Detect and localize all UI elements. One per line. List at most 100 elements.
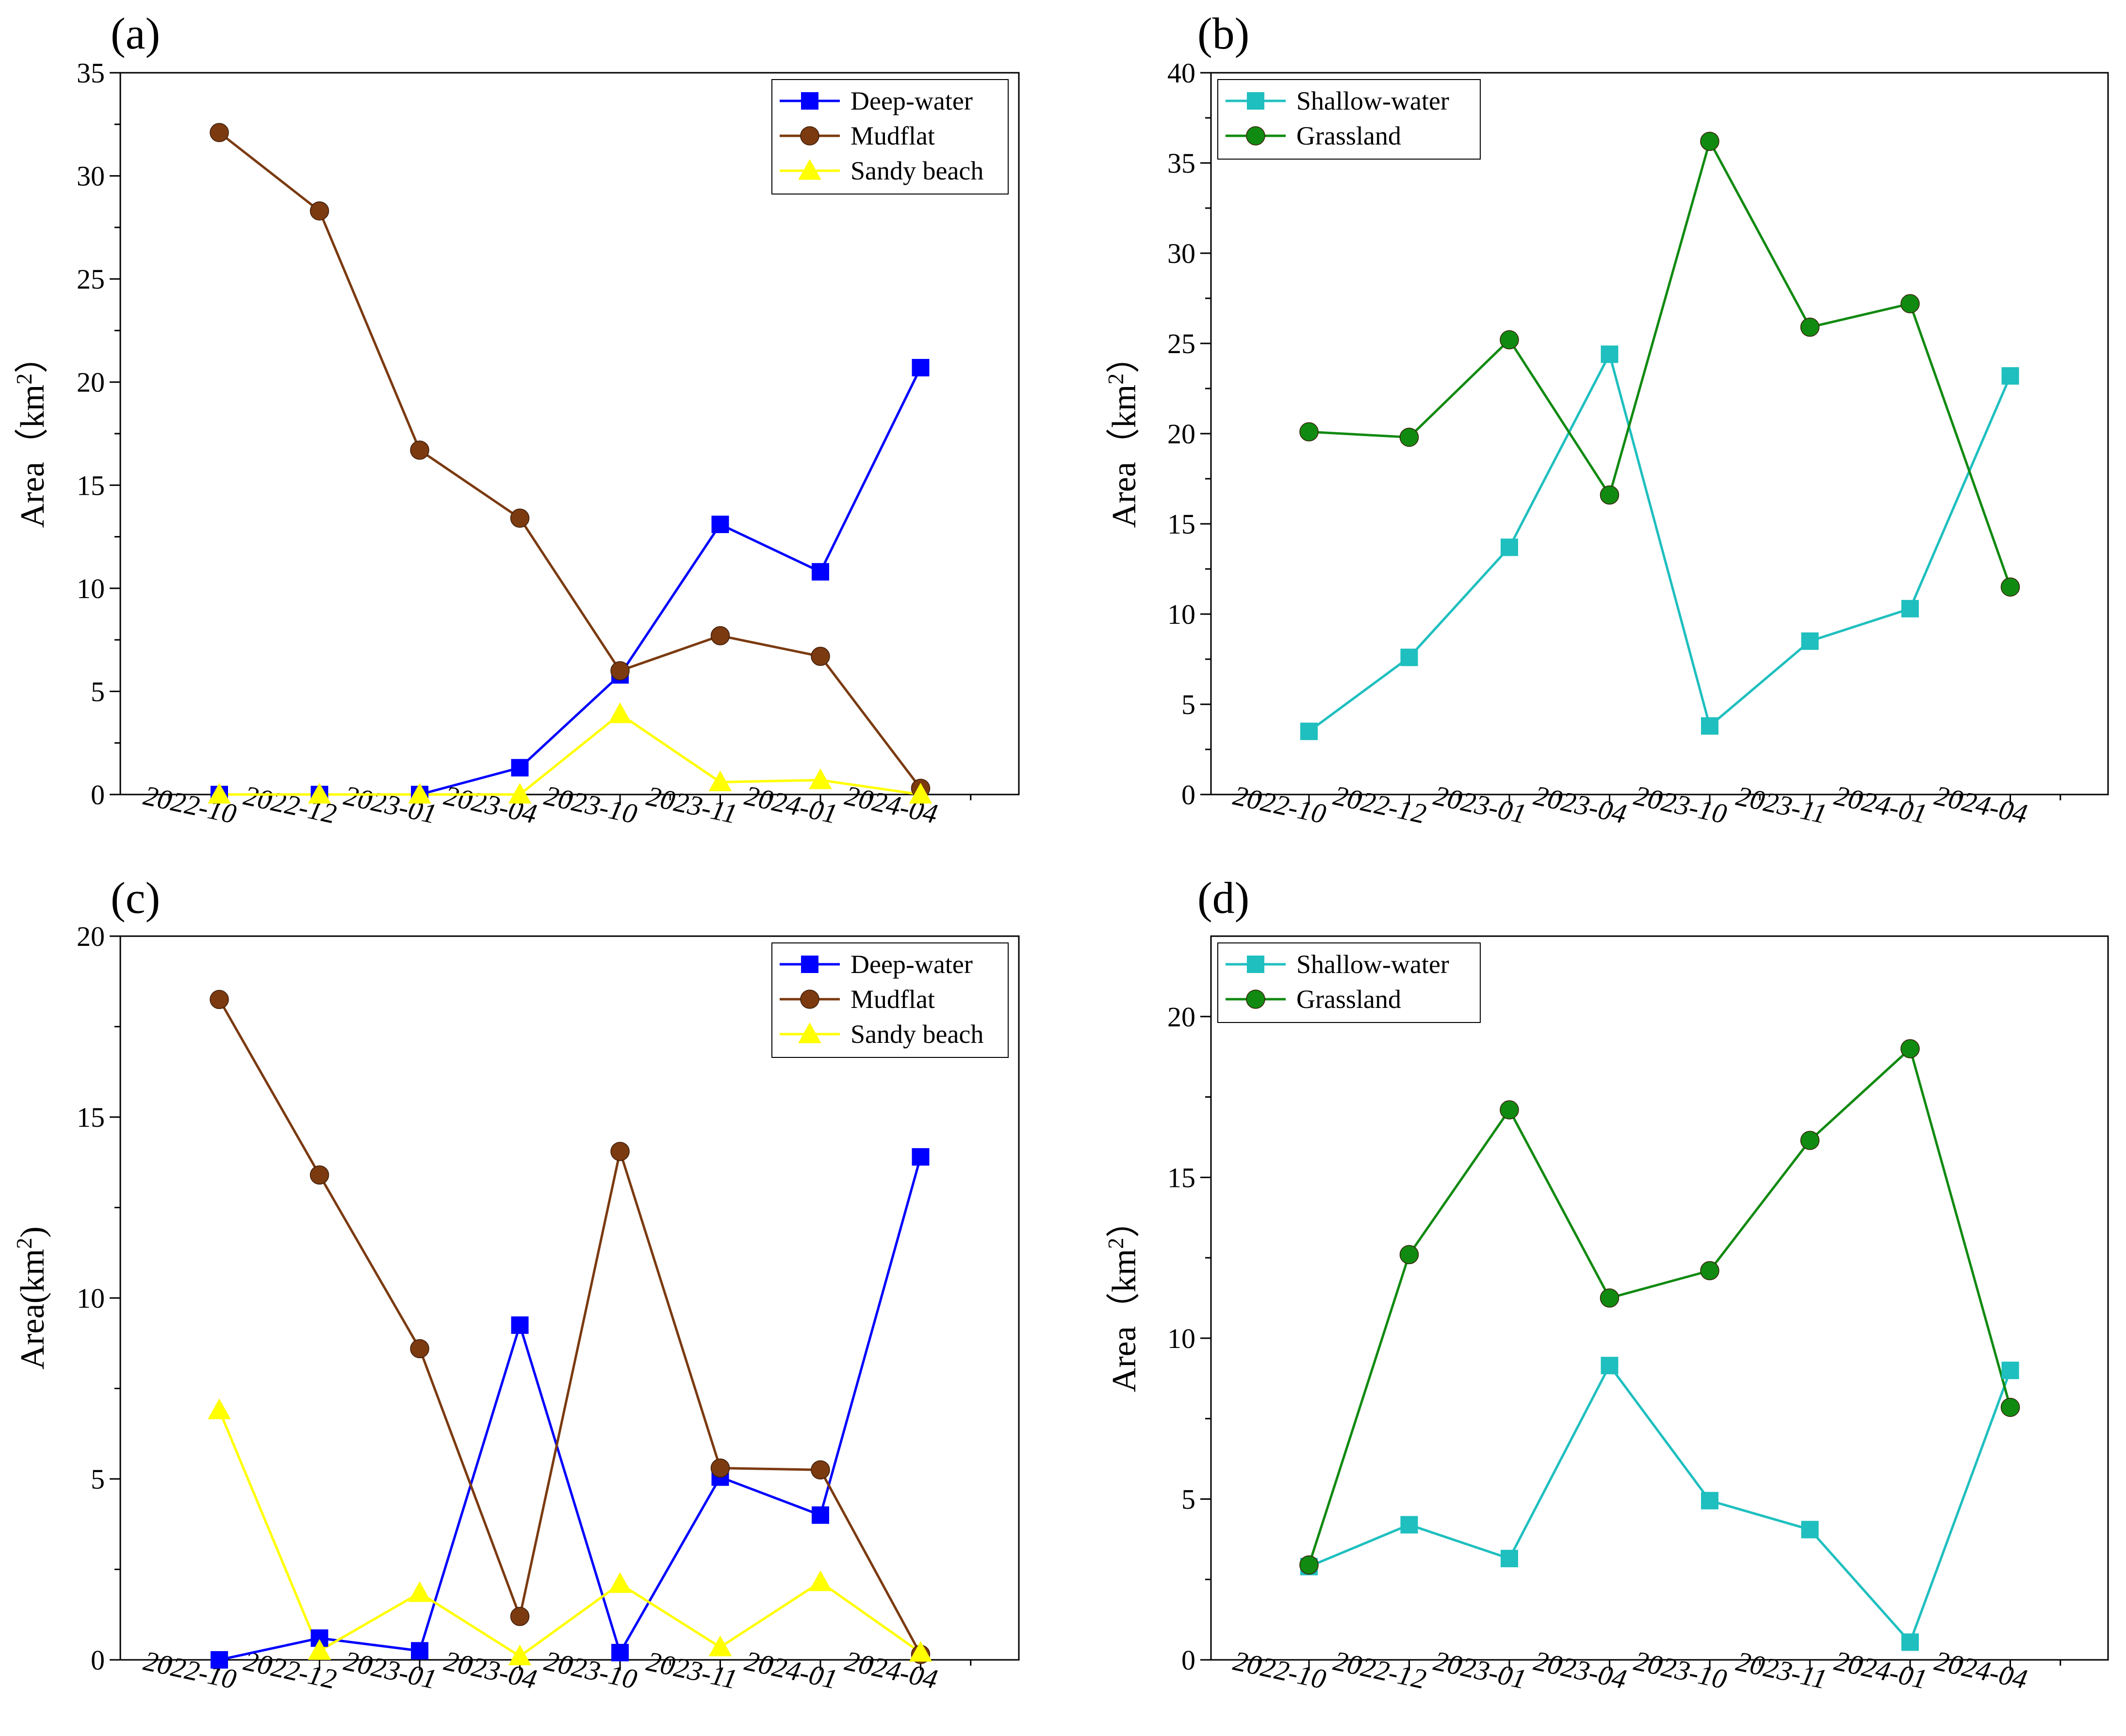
data-point-b-1-2 — [1500, 330, 1519, 350]
data-point-a-1-5 — [710, 626, 730, 646]
series-line-d-0 — [1308, 1364, 2012, 1644]
legend-label-a-0: Deep-water — [850, 86, 973, 115]
series-line-c-1 — [218, 999, 922, 1655]
ylabel-text-b: Area（km — [1106, 385, 1143, 528]
series-line-a-1 — [218, 131, 922, 789]
legend-label-d-0: Shallow-water — [1296, 950, 1449, 979]
ytick-label-b: 10 — [1167, 599, 1195, 630]
data-point-d-1-6 — [1900, 1039, 1920, 1058]
data-point-c-0-4 — [611, 1644, 629, 1662]
data-point-c-2-0 — [208, 1398, 231, 1419]
panel-label-d: (d) — [1197, 873, 1249, 923]
ylabel-sup-c: 2 — [12, 1238, 36, 1249]
ytick-label-a: 20 — [77, 367, 105, 398]
data-point-b-1-4 — [1700, 131, 1719, 151]
data-point-b-1-7 — [2000, 577, 2020, 597]
ylabel-close-a: ） — [14, 340, 51, 373]
legend-marker-c-2 — [798, 1022, 821, 1043]
data-point-b-1-1 — [1399, 427, 1419, 447]
data-point-d-1-5 — [1800, 1131, 1820, 1150]
legend-label-a-1: Mudflat — [850, 121, 935, 150]
data-point-d-1-7 — [2000, 1397, 2020, 1417]
ytick-label-a: 35 — [77, 57, 105, 89]
data-point-c-2-6 — [809, 1570, 832, 1591]
data-point-a-2-4 — [608, 702, 632, 723]
ytick-label-b: 0 — [1181, 779, 1195, 811]
ylabel-b: Area（km2） — [1103, 340, 1144, 528]
series-line-b-1 — [1308, 140, 2012, 588]
legend-label-b-0: Shallow-water — [1296, 86, 1449, 115]
data-point-a-0-5 — [711, 516, 729, 534]
ytick-label-a: 5 — [91, 676, 105, 707]
data-point-b-0-5 — [1801, 632, 1819, 650]
ytick-label-b: 5 — [1181, 689, 1195, 720]
data-point-a-2-1 — [308, 782, 331, 804]
ytick-label-c: 15 — [77, 1102, 105, 1133]
ytick-label-b: 40 — [1167, 57, 1195, 89]
data-point-b-0-6 — [1901, 600, 1919, 617]
ytick-label-a: 15 — [77, 470, 105, 501]
ytick-label-c: 10 — [77, 1282, 105, 1314]
data-point-c-1-4 — [610, 1142, 630, 1161]
ylabel-sup-b: 2 — [1103, 373, 1128, 385]
series-line-a-2 — [219, 713, 921, 796]
data-point-a-2-2 — [408, 782, 431, 804]
ytick-label-a: 10 — [77, 573, 105, 604]
panel-label-c: (c) — [111, 873, 160, 923]
ylabel-text-a: Area（km — [14, 385, 51, 528]
data-point-a-1-1 — [310, 201, 329, 221]
data-point-d-1-3 — [1600, 1288, 1619, 1308]
data-point-c-1-1 — [310, 1165, 329, 1185]
series-line-b-0 — [1308, 353, 2012, 732]
ytick-label-d: 0 — [1181, 1644, 1195, 1676]
ytick-label-a: 0 — [91, 779, 105, 811]
series-line-c-2 — [218, 1410, 921, 1658]
data-point-c-2-1 — [308, 1639, 331, 1660]
data-point-d-1-0 — [1299, 1555, 1319, 1575]
data-point-a-1-3 — [510, 508, 530, 528]
data-point-d-0-6 — [1901, 1633, 1919, 1651]
legend-a: Deep-water Mudflat Sandy beach — [771, 79, 1009, 195]
data-point-c-0-6 — [812, 1506, 829, 1524]
data-point-b-1-3 — [1600, 485, 1619, 505]
ytick-label-b: 25 — [1167, 328, 1195, 359]
ylabel-sup-a: 2 — [12, 373, 36, 385]
data-point-c-1-0 — [210, 990, 229, 1009]
ytick-label-a: 30 — [77, 161, 105, 192]
panel-label-b: (b) — [1197, 9, 1249, 58]
data-point-d-1-4 — [1700, 1261, 1719, 1281]
data-point-b-0-0 — [1300, 722, 1318, 740]
data-point-b-0-2 — [1501, 538, 1518, 556]
legend-b: Shallow-water Grassland — [1217, 79, 1481, 160]
ylabel-d: Area（km2） — [1103, 1204, 1144, 1392]
legend-label-c-2: Sandy beach — [850, 1020, 983, 1049]
data-point-d-0-5 — [1801, 1521, 1819, 1539]
data-point-a-2-3 — [508, 782, 532, 804]
data-point-a-1-6 — [811, 647, 830, 666]
ytick-label-c: 20 — [77, 921, 105, 952]
data-point-d-1-1 — [1399, 1245, 1419, 1265]
ytick-label-d: 20 — [1167, 1001, 1195, 1033]
ylabel-close-b: ） — [1106, 340, 1143, 373]
legend-marker-a-0 — [801, 92, 818, 110]
data-point-a-2-7 — [909, 782, 932, 804]
data-point-b-0-4 — [1701, 717, 1718, 735]
ytick-label-b: 35 — [1167, 147, 1195, 179]
data-point-d-0-3 — [1601, 1357, 1619, 1375]
legend-label-a-2: Sandy beach — [850, 156, 983, 185]
legend-d: Shallow-water Grassland — [1217, 942, 1481, 1023]
ylabel-close-d: ） — [1106, 1204, 1143, 1238]
data-point-d-0-4 — [1701, 1492, 1718, 1509]
legend-label-d-1: Grassland — [1296, 985, 1401, 1014]
legend-label-c-1: Mudflat — [850, 985, 935, 1014]
data-point-c-0-7 — [912, 1148, 930, 1166]
data-point-b-0-1 — [1400, 649, 1418, 666]
data-point-c-0-3 — [511, 1316, 529, 1334]
legend-label-b-1: Grassland — [1296, 121, 1401, 150]
data-point-d-0-7 — [2001, 1362, 2019, 1379]
data-point-d-0-2 — [1501, 1550, 1518, 1568]
data-point-c-2-3 — [508, 1644, 532, 1666]
data-point-d-1-2 — [1500, 1100, 1519, 1119]
